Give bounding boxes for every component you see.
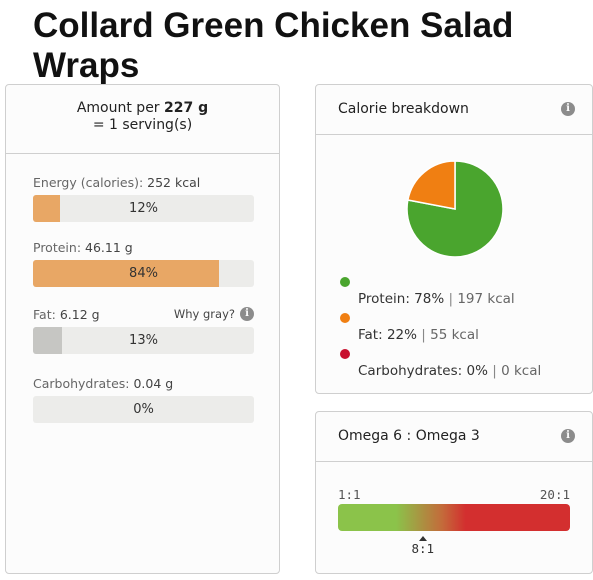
calorie-breakdown-card: Calorie breakdown i Protein: 78% | 197 k… xyxy=(315,84,593,394)
nutrient-name: Carbohydrates: xyxy=(33,376,130,391)
card-title: Calorie breakdown xyxy=(338,101,469,117)
amount-per-serving: Amount per 227 g = 1 serving(s) xyxy=(6,85,279,154)
nutrient-value: 6.12 g xyxy=(59,307,100,322)
calorie-breakdown-header: Calorie breakdown i xyxy=(316,85,592,135)
omega-scale-min: 1:1 xyxy=(338,487,361,502)
legend-name: Fat: xyxy=(358,327,383,343)
info-icon[interactable]: i xyxy=(561,429,575,443)
nutrient-name: Energy (calories): xyxy=(33,175,144,190)
legend-carbohydrates: Carbohydrates: 0% | 0 kcal xyxy=(340,349,542,379)
legend-kcal: 0 kcal xyxy=(501,363,542,379)
nutrient-carbohydrates: Carbohydrates: 0.04 g 0% xyxy=(33,376,254,423)
legend-percent: 78% xyxy=(414,291,445,307)
nutrient-percent: 12% xyxy=(129,201,158,216)
nutrient-bar: 12% xyxy=(33,195,254,222)
why-gray-link[interactable]: Why gray? i xyxy=(174,307,254,321)
nutrient-protein: Protein: 46.11 g 84% xyxy=(33,240,254,287)
amount-prefix: Amount per xyxy=(76,100,165,116)
omega-scale-max: 20:1 xyxy=(539,487,570,502)
omega-gradient-bar xyxy=(338,504,570,531)
legend-kcal: 55 kcal xyxy=(430,327,479,343)
legend-name: Carbohydrates: xyxy=(358,363,463,379)
nutrient-energy: Energy (calories): 252 kcal 12% xyxy=(33,175,254,222)
legend-protein: Protein: 78% | 197 kcal xyxy=(340,277,515,307)
calorie-pie-chart xyxy=(406,160,504,258)
why-gray-label: Why gray? xyxy=(173,307,235,321)
omega-value: 8:1 xyxy=(411,541,435,556)
pie-slice-fat xyxy=(406,160,456,210)
legend-dot-icon xyxy=(340,349,350,359)
omega-header: Omega 6 : Omega 3 i xyxy=(316,412,592,462)
nutrient-percent: 84% xyxy=(129,266,158,281)
legend-dot-icon xyxy=(340,313,350,323)
nutrient-bar-fill xyxy=(33,195,60,222)
nutrient-bar: 84% xyxy=(33,260,254,287)
info-icon[interactable]: i xyxy=(561,102,575,116)
nutrient-value: 0.04 g xyxy=(133,376,174,391)
legend-percent: 0% xyxy=(466,363,488,379)
page-title: Collard Green Chicken Salad Wraps xyxy=(33,6,514,85)
nutrient-bar: 0% xyxy=(33,396,254,423)
nutrient-percent: 13% xyxy=(129,333,158,348)
nutrient-name: Protein: xyxy=(33,240,82,255)
nutrient-name: Fat: xyxy=(33,307,56,322)
legend-dot-icon xyxy=(340,277,350,287)
legend-fat: Fat: 22% | 55 kcal xyxy=(340,313,479,343)
omega-ratio-card: Omega 6 : Omega 3 i 1:1 20:1 8:1 xyxy=(315,411,593,574)
nutrient-bar-fill xyxy=(33,260,219,287)
nutrient-percent: 0% xyxy=(133,402,154,417)
card-title: Omega 6 : Omega 3 xyxy=(338,428,480,444)
nutrient-value: 252 kcal xyxy=(147,175,201,190)
info-icon[interactable]: i xyxy=(240,307,254,321)
legend-name: Protein: xyxy=(358,291,410,307)
amount-weight: 227 g xyxy=(164,100,209,116)
nutrient-bar: 13% xyxy=(33,327,254,354)
omega-marker-icon xyxy=(419,536,428,541)
serving-size: = 1 serving(s) xyxy=(92,117,193,133)
nutrient-fat: Fat: 6.12 g Why gray? i 13% xyxy=(33,307,254,354)
legend-percent: 22% xyxy=(386,327,417,343)
nutrient-value: 46.11 g xyxy=(85,240,133,255)
nutrition-facts-card: Amount per 227 g = 1 serving(s) Energy (… xyxy=(5,84,280,574)
legend-kcal: 197 kcal xyxy=(457,291,515,307)
nutrient-bar-fill xyxy=(33,327,62,354)
